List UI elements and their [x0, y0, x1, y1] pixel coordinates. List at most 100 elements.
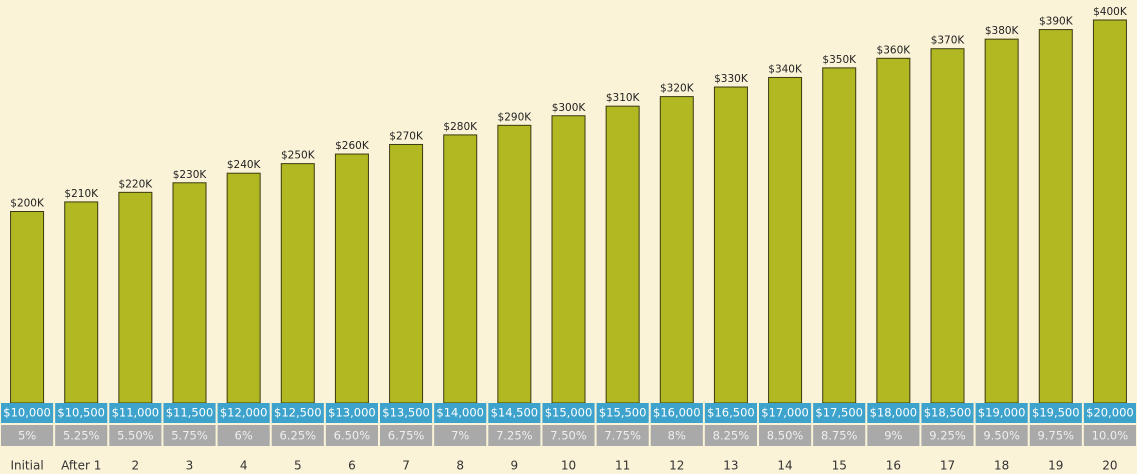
x-tick-label: 10 [561, 459, 576, 473]
x-tick-label: 3 [186, 459, 194, 473]
x-tick-label: Initial [10, 459, 43, 473]
rate-text: 8.75% [821, 429, 858, 443]
bar [551, 115, 586, 404]
payment-text: $13,000 [328, 406, 376, 420]
x-tick-label: 7 [402, 459, 410, 473]
x-tick-label: 15 [832, 459, 847, 473]
value-label: $260K [335, 140, 370, 152]
rate-cell [163, 425, 216, 446]
payment-text: $19,000 [978, 406, 1026, 420]
value-label: $230K [173, 169, 208, 181]
payment-cell [813, 403, 866, 423]
payment-text: $10,500 [57, 406, 105, 420]
payment-text: $10,000 [3, 406, 51, 420]
payment-text: $14,500 [491, 406, 539, 420]
rate-cell [109, 425, 162, 446]
payment-cell [867, 403, 920, 423]
rate-text: 7.50% [550, 429, 587, 443]
x-tick-label: 16 [886, 459, 901, 473]
payment-text: $16,000 [653, 406, 701, 420]
x-tick-label: 11 [615, 459, 630, 473]
payment-cell [217, 403, 270, 423]
payment-text: $17,500 [815, 406, 863, 420]
x-tick-label: 18 [994, 459, 1009, 473]
value-label: $270K [389, 130, 424, 142]
payment-text: $12,500 [274, 406, 322, 420]
rate-cell [650, 425, 703, 446]
rate-text: 8.25% [713, 429, 750, 443]
payment-cell [1083, 403, 1136, 423]
rate-cell [325, 425, 378, 446]
payment-cell [109, 403, 162, 423]
rate-text: 6.25% [280, 429, 317, 443]
value-label: $380K [985, 25, 1020, 37]
rate-text: 5.25% [63, 429, 100, 443]
x-tick-label: 4 [240, 459, 248, 473]
payment-cell [650, 403, 703, 423]
bar [497, 124, 532, 404]
value-label: $340K [768, 63, 803, 75]
rate-cell [596, 425, 649, 446]
bar [984, 38, 1019, 404]
bar [1038, 29, 1073, 404]
bar [1092, 19, 1127, 404]
value-label: $250K [281, 150, 316, 162]
payment-cell [1, 403, 54, 423]
payment-text: $11,500 [166, 406, 214, 420]
rate-text: 7.75% [604, 429, 641, 443]
value-label: $290K [498, 111, 533, 123]
value-label: $370K [931, 35, 966, 47]
bar [389, 143, 424, 404]
rate-text: 7.25% [496, 429, 533, 443]
payment-text: $18,500 [924, 406, 972, 420]
rate-text: 8.50% [767, 429, 804, 443]
payment-cell [542, 403, 595, 423]
value-label: $210K [64, 188, 99, 200]
value-label: $400K [1093, 6, 1128, 18]
payment-text: $17,000 [761, 406, 809, 420]
bar [822, 67, 857, 404]
bar [768, 76, 803, 404]
bar [64, 201, 99, 404]
x-tick-label: 12 [669, 459, 684, 473]
rate-cell [434, 425, 487, 446]
x-tick-label: 17 [940, 459, 955, 473]
payment-cell [975, 403, 1028, 423]
rate-cell [975, 425, 1028, 446]
rate-text: 5% [18, 429, 36, 443]
x-tick-label: 14 [777, 459, 792, 473]
rate-cell [867, 425, 920, 446]
value-label: $330K [714, 73, 749, 85]
bar [876, 57, 911, 404]
bar [930, 48, 965, 404]
value-label: $220K [119, 178, 154, 190]
x-tick-label: 13 [723, 459, 738, 473]
payment-cell [759, 403, 812, 423]
x-tick-label: 19 [1048, 459, 1063, 473]
payment-text: $14,000 [436, 406, 484, 420]
payment-text: $16,500 [707, 406, 755, 420]
rate-cell [271, 425, 324, 446]
payment-cell [163, 403, 216, 423]
rate-cell [380, 425, 433, 446]
x-tick-label: 9 [511, 459, 519, 473]
payment-cell [271, 403, 324, 423]
payment-cell [921, 403, 974, 423]
payment-cell [434, 403, 487, 423]
bar [713, 86, 748, 404]
payment-cell [380, 403, 433, 423]
payment-text: $12,000 [220, 406, 268, 420]
rate-cell [921, 425, 974, 446]
payment-text: $19,500 [1032, 406, 1080, 420]
payment-text: $15,000 [545, 406, 593, 420]
payment-cell [704, 403, 757, 423]
rate-text: 10.0% [1092, 429, 1129, 443]
payment-cell [55, 403, 108, 423]
x-tick-label: 5 [294, 459, 302, 473]
rate-text: 9.75% [1038, 429, 1075, 443]
x-tick-label: 20 [1102, 459, 1117, 473]
rate-text: 9.50% [983, 429, 1020, 443]
x-tick-label: After 1 [61, 459, 101, 473]
rate-cell [1, 425, 54, 446]
